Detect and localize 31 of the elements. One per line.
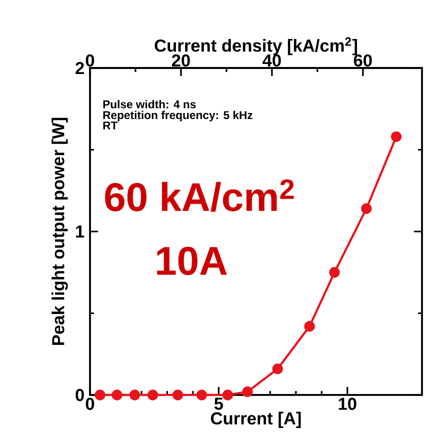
point [172, 390, 184, 400]
annotation: RT [103, 122, 118, 130]
x2-tick-label: 20 [172, 54, 190, 67]
point [94, 390, 106, 400]
annotation: Pulse width: 4 ns [103, 100, 196, 108]
annotation: 60 kA/cm$^{2}$ [105, 179, 294, 212]
annotation: Repetition frequency: 5 kHz [103, 110, 252, 122]
point [196, 390, 208, 400]
y-tick-label: 2 [76, 62, 84, 74]
point [390, 131, 402, 142]
point [361, 203, 372, 214]
y-axis-title: Peak light output power [W] [52, 118, 68, 345]
annotation: 10A [157, 246, 227, 276]
x-tick-label: 0 [86, 398, 94, 410]
y-tick-label: 1 [76, 226, 84, 238]
x2-tick-label: 40 [262, 54, 281, 67]
point [112, 390, 122, 400]
x2-tick-label: 0 [86, 54, 94, 67]
point [304, 320, 315, 332]
point [329, 267, 340, 278]
x-axis-title: Current [A] [210, 412, 301, 428]
point [272, 364, 283, 374]
point [242, 386, 253, 398]
point [222, 390, 234, 400]
x2-tick-label: 60 [354, 54, 372, 67]
point [147, 390, 158, 400]
x-tick-label: 10 [338, 398, 356, 410]
x2-axis-title: Current density [kA/cm$^{2}$] [154, 37, 357, 56]
x-tick-label: 5 [214, 398, 224, 410]
y-tick-label: 0 [76, 388, 84, 402]
point [129, 390, 140, 400]
